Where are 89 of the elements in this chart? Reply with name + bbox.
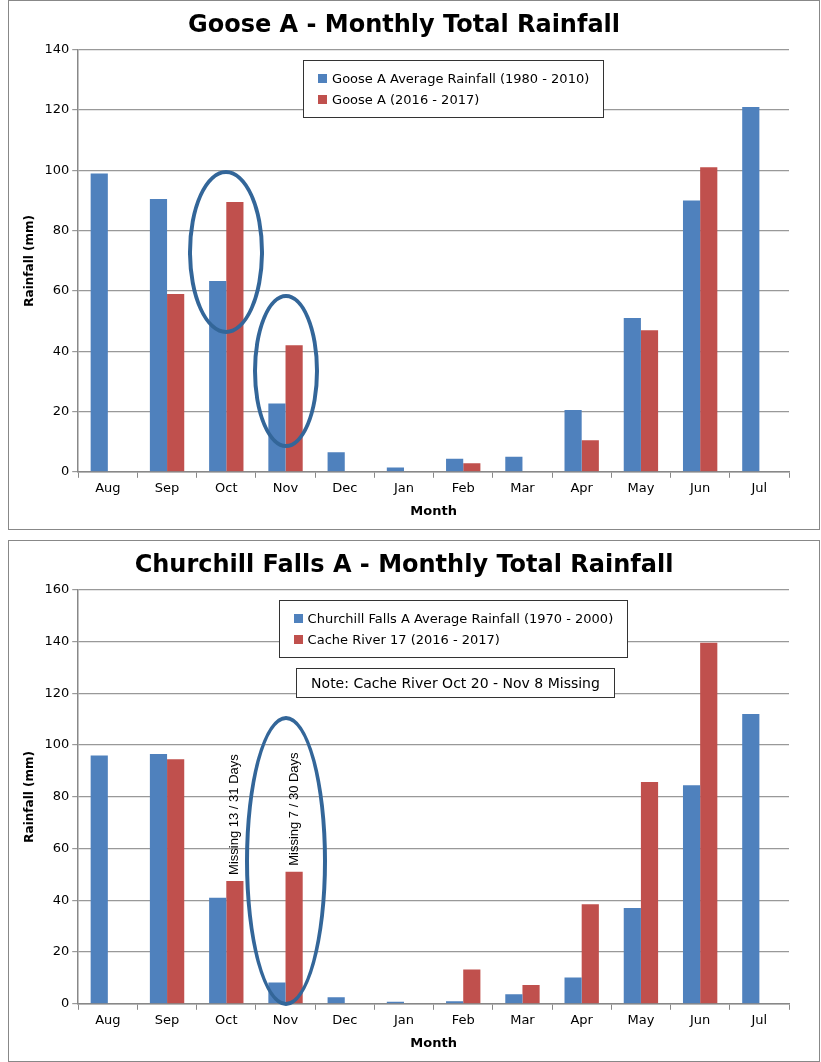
y-tick-label: 60 bbox=[52, 282, 70, 298]
y-axis-title: Rainfall (mm) bbox=[22, 214, 37, 307]
y-tick-label: 160 bbox=[44, 581, 70, 597]
y-tick-label: 0 bbox=[60, 463, 70, 479]
legend-label: Churchill Falls A Average Rainfall (1970 - 2000) bbox=[307, 610, 614, 626]
bar bbox=[327, 997, 345, 1004]
x-tick-label: Mar bbox=[510, 1011, 536, 1027]
bar bbox=[90, 173, 108, 472]
bar bbox=[167, 293, 185, 472]
x-tick-label: Jun bbox=[689, 1011, 711, 1027]
bar bbox=[209, 281, 227, 472]
bar bbox=[505, 456, 523, 472]
x-tick-label: Jan bbox=[392, 479, 415, 495]
x-tick-label: Oct bbox=[215, 479, 238, 495]
y-tick-label: 100 bbox=[44, 161, 70, 177]
chart-title: Goose A - Monthly Total Rainfall bbox=[187, 9, 621, 38]
x-axis-title: Month bbox=[410, 1034, 457, 1050]
x-tick-label: May bbox=[627, 1011, 655, 1027]
x-tick-label: Jun bbox=[689, 479, 711, 495]
chart-title: Churchill Falls A - Monthly Total Rainfall bbox=[134, 549, 674, 578]
bar bbox=[682, 785, 701, 1004]
legend-label: Cache River 17 (2016 - 2017) bbox=[307, 631, 500, 647]
x-tick-label: Feb bbox=[451, 479, 475, 495]
x-tick-label: Dec bbox=[332, 1011, 358, 1027]
x-tick-label: Aug bbox=[95, 1011, 121, 1027]
y-tick-label: 80 bbox=[52, 788, 70, 804]
x-tick-label: Oct bbox=[215, 1011, 238, 1027]
x-tick-label: Sep bbox=[154, 479, 180, 495]
bar bbox=[564, 410, 582, 472]
bar bbox=[327, 452, 345, 472]
y-tick-label: 140 bbox=[44, 41, 70, 57]
x-tick-label: Dec bbox=[332, 479, 358, 495]
x-tick-label: Jul bbox=[750, 1011, 768, 1027]
bar bbox=[522, 984, 540, 1004]
annotation: Missing 7 / 30 Days bbox=[285, 751, 301, 866]
y-tick-label: 120 bbox=[44, 684, 70, 700]
bar bbox=[742, 714, 760, 1004]
bar bbox=[226, 202, 244, 472]
y-axis-title: Rainfall (mm) bbox=[22, 750, 37, 843]
x-tick-label: Mar bbox=[510, 479, 536, 495]
legend-label: Goose A Average Rainfall (1980 - 2010) bbox=[332, 70, 590, 86]
y-tick-label: 140 bbox=[44, 632, 70, 648]
bar bbox=[149, 754, 168, 1004]
y-tick-label: 120 bbox=[44, 101, 70, 117]
x-tick-label: Apr bbox=[570, 1011, 594, 1027]
bar bbox=[167, 759, 185, 1004]
y-tick-label: 60 bbox=[52, 839, 70, 855]
bar bbox=[285, 345, 303, 472]
bar bbox=[463, 969, 481, 1004]
legend-label: Goose A (2016 - 2017) bbox=[332, 91, 480, 107]
y-tick-label: 20 bbox=[52, 943, 70, 959]
bar bbox=[640, 782, 659, 1004]
bar bbox=[623, 908, 641, 1004]
y-tick-label: 100 bbox=[44, 736, 70, 752]
x-tick-label: Jan bbox=[392, 1011, 415, 1027]
bar bbox=[700, 167, 718, 472]
x-tick-label: Nov bbox=[272, 1011, 299, 1027]
bar bbox=[446, 458, 464, 472]
bar bbox=[623, 318, 641, 472]
bar bbox=[226, 880, 244, 1004]
y-tick-label: 20 bbox=[52, 402, 70, 418]
bar bbox=[581, 440, 599, 472]
y-tick-label: 40 bbox=[52, 342, 70, 358]
bar bbox=[285, 871, 303, 1004]
bar bbox=[742, 107, 760, 472]
x-tick-label: Jul bbox=[750, 479, 768, 495]
bar bbox=[581, 904, 599, 1004]
x-tick-label: May bbox=[627, 479, 655, 495]
x-tick-label: Apr bbox=[570, 479, 594, 495]
bar bbox=[682, 200, 701, 472]
bar bbox=[268, 403, 286, 472]
bar bbox=[149, 199, 168, 472]
x-tick-label: Sep bbox=[154, 1011, 180, 1027]
bar bbox=[700, 642, 718, 1004]
y-tick-label: 40 bbox=[52, 891, 70, 907]
bar bbox=[463, 463, 481, 472]
annotation: Missing 13 / 31 Days bbox=[226, 753, 242, 875]
y-tick-label: 0 bbox=[60, 995, 70, 1011]
bar bbox=[505, 994, 523, 1004]
bar bbox=[564, 977, 582, 1004]
y-tick-label: 80 bbox=[52, 222, 70, 238]
x-tick-label: Feb bbox=[451, 1011, 475, 1027]
bar bbox=[640, 330, 659, 472]
x-tick-label: Nov bbox=[272, 479, 299, 495]
annotation: Note: Cache River Oct 20 - Nov 8 Missing bbox=[296, 667, 615, 698]
x-axis-title: Month bbox=[410, 502, 457, 518]
bar bbox=[90, 755, 108, 1004]
bar bbox=[209, 897, 227, 1004]
x-tick-label: Aug bbox=[95, 479, 121, 495]
